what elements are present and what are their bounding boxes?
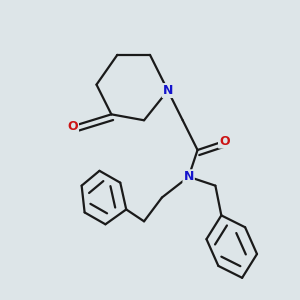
Text: O: O xyxy=(68,120,78,133)
Text: O: O xyxy=(219,135,230,148)
Text: N: N xyxy=(184,170,194,183)
Text: N: N xyxy=(163,84,173,97)
